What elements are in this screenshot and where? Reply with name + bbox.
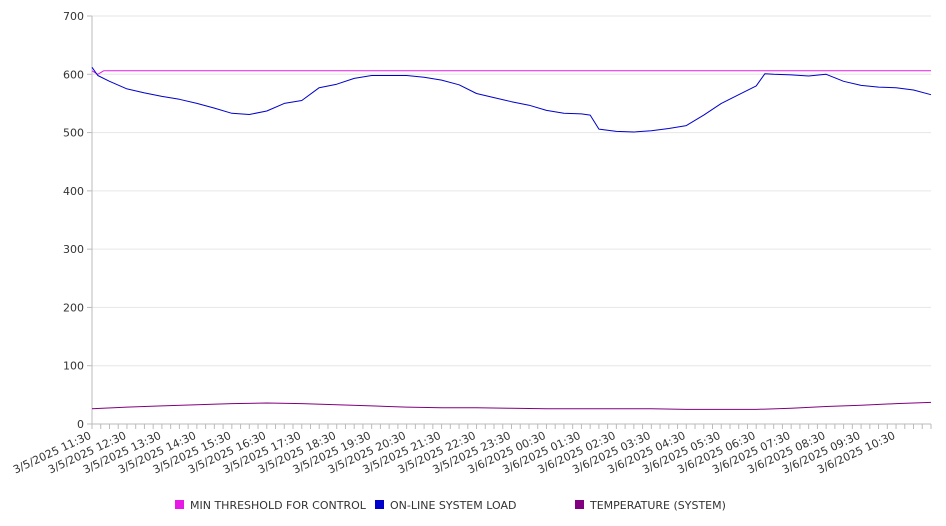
legend-swatch	[575, 500, 584, 509]
legend: MIN THRESHOLD FOR CONTROL ON-LINE SYSTEM …	[175, 499, 726, 512]
y-tick-label: 400	[63, 185, 84, 198]
series-line-2	[91, 67, 932, 133]
series-lines	[91, 67, 932, 410]
x-axis-ticks: 3/5/2025 11:303/5/2025 12:303/5/2025 13:…	[11, 424, 932, 476]
y-tick-label: 0	[77, 418, 84, 431]
legend-swatch	[175, 500, 184, 509]
legend-swatch	[375, 500, 384, 509]
y-tick-label: 200	[63, 301, 84, 314]
legend-label: ON-LINE SYSTEM LOAD	[390, 499, 516, 512]
legend-label: MIN THRESHOLD FOR CONTROL	[190, 499, 367, 512]
y-tick-label: 100	[63, 360, 84, 373]
axes	[91, 16, 931, 425]
gridlines	[92, 15, 931, 367]
legend-label: TEMPERATURE (SYSTEM)	[589, 499, 726, 512]
y-tick-label: 700	[63, 10, 84, 23]
series-line-3	[91, 401, 932, 410]
y-axis-ticks: 0 100 200 300 400 500 600 700	[63, 10, 92, 431]
y-tick-label: 300	[63, 243, 84, 256]
y-tick-label: 500	[63, 127, 84, 140]
y-tick-label: 600	[63, 68, 84, 81]
series-line-1	[91, 70, 931, 75]
